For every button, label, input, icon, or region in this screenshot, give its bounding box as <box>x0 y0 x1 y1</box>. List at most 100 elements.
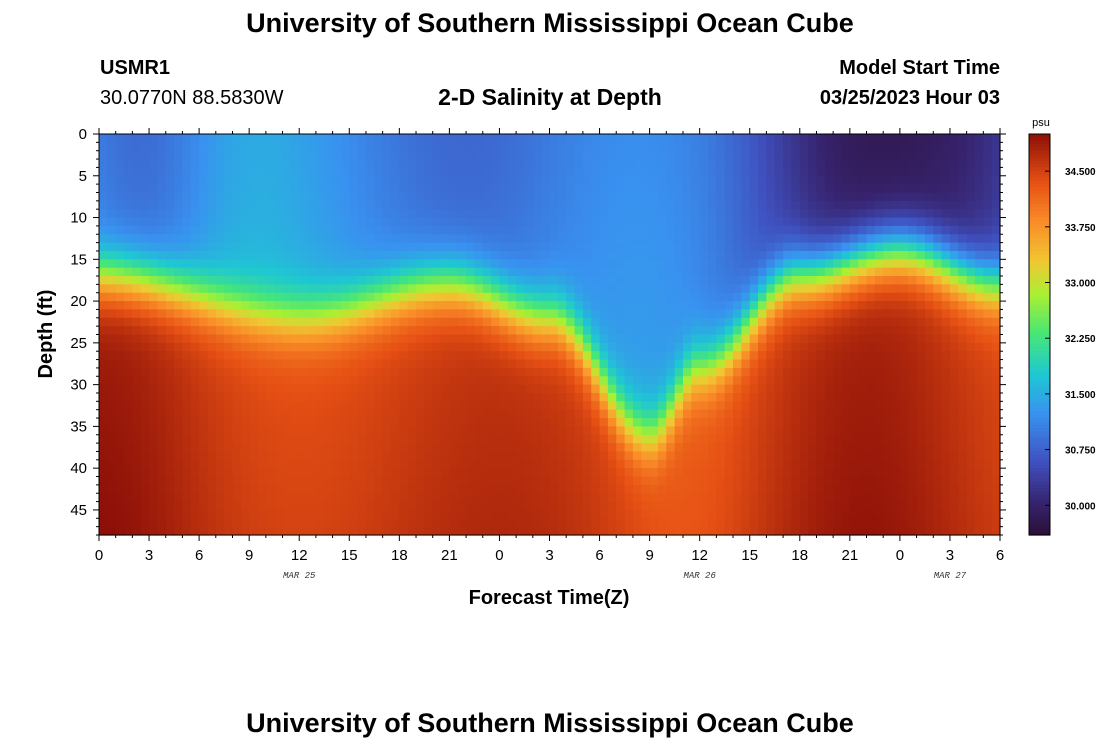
heatmap-cell <box>933 468 943 478</box>
heatmap-cell <box>482 326 492 336</box>
heatmap-cell <box>841 384 851 394</box>
heatmap-cell <box>591 468 601 478</box>
heatmap-cell <box>207 384 217 394</box>
heatmap-cell <box>766 451 776 461</box>
heatmap-cell <box>774 225 784 235</box>
heatmap-cell <box>924 175 934 185</box>
heatmap-cell <box>724 476 734 486</box>
heatmap-cell <box>274 200 284 210</box>
heatmap-cell <box>849 367 859 377</box>
heatmap-cell <box>265 392 275 402</box>
heatmap-cell <box>290 267 300 277</box>
heatmap-cell <box>574 342 584 352</box>
heatmap-cell <box>132 468 142 478</box>
heatmap-cell <box>933 184 943 194</box>
heatmap-cell <box>349 234 359 244</box>
heatmap-cell <box>182 451 192 461</box>
heatmap-cell <box>482 309 492 319</box>
heatmap-cell <box>365 159 375 169</box>
heatmap-cell <box>549 493 559 503</box>
heatmap-cell <box>799 159 809 169</box>
heatmap-cell <box>649 359 659 369</box>
heatmap-cell <box>449 175 459 185</box>
heatmap-cell <box>107 225 117 235</box>
heatmap-cell <box>441 276 450 285</box>
heatmap-cell <box>149 459 158 469</box>
heatmap-cell <box>399 167 409 177</box>
heatmap-cell <box>891 301 901 311</box>
heatmap-cell <box>674 184 684 194</box>
heatmap-cell <box>99 443 108 453</box>
heatmap-cell <box>691 259 701 269</box>
heatmap-cell <box>758 209 767 219</box>
heatmap-cell <box>507 225 517 235</box>
heatmap-cell <box>224 326 234 336</box>
heatmap-cell <box>332 384 342 394</box>
heatmap-cell <box>541 134 551 143</box>
heatmap-cell <box>240 225 250 235</box>
heatmap-cell <box>491 234 501 244</box>
heatmap-cell <box>407 309 417 319</box>
heatmap-cell <box>249 342 259 352</box>
heatmap-cell <box>649 159 659 169</box>
heatmap-cell <box>632 501 642 511</box>
heatmap-cell <box>516 292 526 302</box>
heatmap-cell <box>874 134 884 143</box>
heatmap-cell <box>449 167 459 177</box>
heatmap-cell <box>566 267 576 277</box>
heatmap-cell <box>315 359 325 369</box>
heatmap-cell <box>657 459 667 469</box>
heatmap-cell <box>240 351 250 361</box>
heatmap-cell <box>649 392 659 402</box>
heatmap-cell <box>265 259 275 269</box>
heatmap-cell <box>507 476 517 486</box>
heatmap-cell <box>474 342 484 352</box>
heatmap-cell <box>849 292 859 302</box>
heatmap-cell <box>466 509 476 519</box>
heatmap-cell <box>516 326 526 336</box>
heatmap-cell <box>416 317 425 327</box>
heatmap-cell <box>265 418 275 427</box>
heatmap-cell <box>157 167 167 177</box>
heatmap-cell <box>649 418 659 427</box>
heatmap-cell <box>541 334 551 344</box>
heatmap-cell <box>365 276 375 285</box>
heatmap-cell <box>566 493 576 503</box>
heatmap-cell <box>632 134 642 143</box>
heatmap-cell <box>599 434 609 444</box>
heatmap-cell <box>557 459 567 469</box>
heatmap-cell <box>424 292 434 302</box>
heatmap-cell <box>140 276 150 285</box>
heatmap-cell <box>841 250 851 260</box>
heatmap-cell <box>224 518 234 528</box>
heatmap-cell <box>641 234 651 244</box>
heatmap-cell <box>524 142 534 152</box>
heatmap-cell <box>407 443 417 453</box>
heatmap-cell <box>524 234 534 244</box>
heatmap-cell <box>449 418 459 427</box>
heatmap-cell <box>449 142 459 152</box>
heatmap-cell <box>507 309 517 319</box>
heatmap-cell <box>165 359 175 369</box>
heatmap-cell <box>407 284 417 294</box>
heatmap-cell <box>649 175 659 185</box>
heatmap-cell <box>466 443 476 453</box>
heatmap-cell <box>532 342 542 352</box>
heatmap-cell <box>324 150 334 160</box>
heatmap-cell <box>282 167 292 177</box>
heatmap-cell <box>674 142 684 152</box>
heatmap-cell <box>649 509 659 519</box>
heatmap-cell <box>716 484 726 494</box>
heatmap-cell <box>791 476 801 486</box>
heatmap-cell <box>232 175 242 185</box>
heatmap-cell <box>799 359 809 369</box>
heatmap-cell <box>224 284 234 294</box>
heatmap-cell <box>758 150 767 160</box>
heatmap-cell <box>949 509 959 519</box>
heatmap-cell <box>340 484 350 494</box>
heatmap-cell <box>766 409 776 419</box>
heatmap-cell <box>99 367 108 377</box>
heatmap-cell <box>449 301 459 311</box>
heatmap-cell <box>357 292 367 302</box>
heatmap-cell <box>624 309 634 319</box>
